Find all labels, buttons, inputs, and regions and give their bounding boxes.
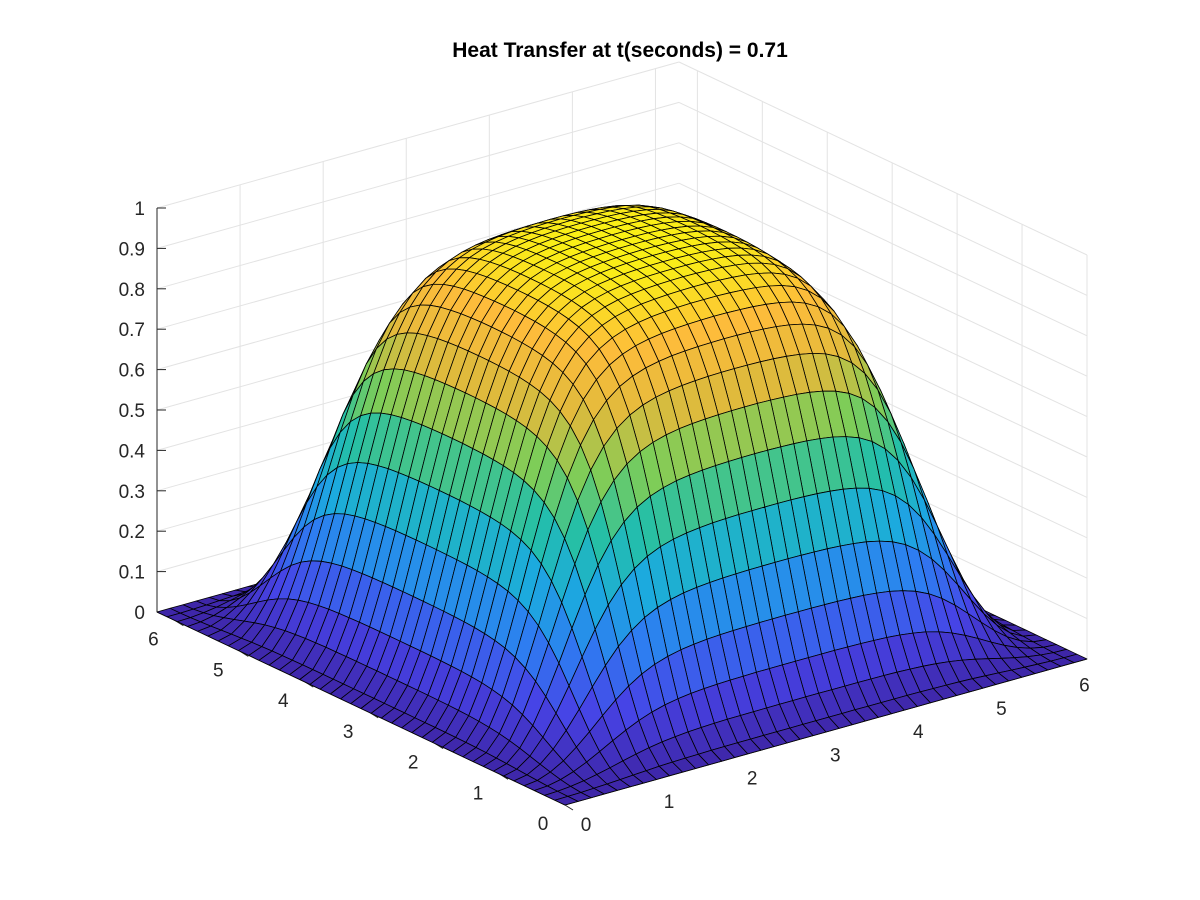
x-tick-label: 4 bbox=[913, 722, 924, 743]
z-tick-label: 0 bbox=[134, 603, 145, 624]
x-tick-label: 3 bbox=[830, 745, 841, 766]
x-tick-label: 2 bbox=[747, 769, 758, 790]
gridline bbox=[156, 142, 680, 290]
y-tick-label: 5 bbox=[213, 660, 224, 681]
z-tick-label: 0.3 bbox=[119, 482, 145, 503]
gridline bbox=[678, 142, 1088, 337]
y-tick-label: 4 bbox=[278, 691, 289, 712]
y-tick-label: 0 bbox=[538, 814, 549, 835]
x-tick-label: 1 bbox=[664, 792, 675, 813]
chart-title: Heat Transfer at t(seconds) = 0.71 bbox=[452, 39, 788, 62]
y-tick-label: 3 bbox=[343, 722, 354, 743]
z-tick-label: 0.5 bbox=[119, 401, 145, 422]
x-tick-label: 6 bbox=[1079, 676, 1090, 697]
z-tick-label: 0.8 bbox=[119, 280, 145, 301]
y-tick-label: 1 bbox=[473, 783, 484, 804]
axis-ticks: 00.10.20.30.40.50.60.70.80.9101234560123… bbox=[119, 199, 1090, 836]
z-tick-label: 0.9 bbox=[119, 239, 145, 260]
gridline bbox=[156, 182, 680, 330]
x-tick-label: 0 bbox=[581, 815, 592, 836]
gridline bbox=[678, 61, 1088, 256]
x-tick-label: 5 bbox=[996, 699, 1007, 720]
z-tick-label: 0.2 bbox=[119, 522, 145, 543]
y-tick-mark bbox=[564, 804, 574, 811]
y-tick-label: 2 bbox=[408, 753, 419, 774]
surface-patch bbox=[554, 796, 579, 806]
z-tick-label: 0.6 bbox=[119, 361, 145, 382]
surface-mesh bbox=[156, 204, 1088, 806]
z-tick-label: 0.7 bbox=[119, 320, 145, 341]
gridline bbox=[156, 61, 680, 209]
gridline bbox=[678, 101, 1088, 296]
z-tick-label: 1 bbox=[134, 199, 145, 220]
gridline bbox=[678, 182, 1088, 377]
z-tick-label: 0.1 bbox=[119, 563, 145, 584]
y-tick-label: 6 bbox=[148, 630, 159, 651]
gridline bbox=[156, 101, 680, 249]
z-tick-label: 0.4 bbox=[119, 441, 146, 462]
